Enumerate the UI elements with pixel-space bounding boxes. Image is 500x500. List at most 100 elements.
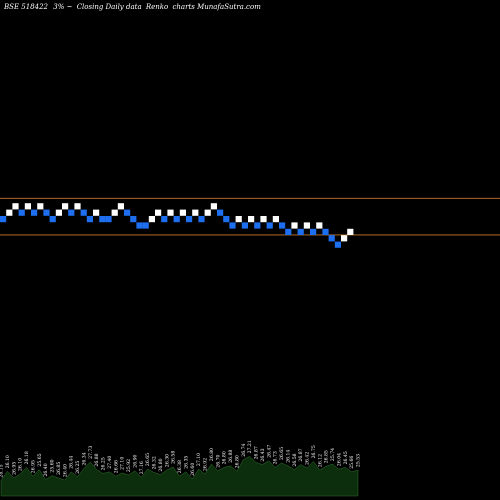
renko-brick-up bbox=[235, 216, 242, 223]
renko-brick-up bbox=[341, 235, 348, 242]
volume-label: 26.40 bbox=[62, 464, 68, 477]
renko-brick-up bbox=[347, 228, 354, 235]
renko-brick-up bbox=[74, 203, 81, 210]
renko-brick-down bbox=[136, 222, 143, 229]
volume-label: 26.38 bbox=[177, 460, 183, 473]
volume-label: 26.42 bbox=[305, 452, 311, 465]
volume-label: 25.66 bbox=[349, 456, 355, 469]
volume-area-shape bbox=[0, 456, 359, 497]
volume-label: 26.34 bbox=[81, 452, 87, 465]
volume-label: 26.04 bbox=[336, 453, 342, 466]
renko-brick-up bbox=[12, 203, 19, 210]
renko-brick-down bbox=[173, 216, 180, 223]
renko-brick-down bbox=[328, 235, 335, 242]
renko-bricks bbox=[0, 203, 354, 248]
volume-label: 26.88 bbox=[94, 453, 100, 466]
renko-brick-down bbox=[223, 216, 230, 223]
header-description: Closing Daily data bbox=[77, 3, 142, 11]
volume-label: 26.58 bbox=[292, 453, 298, 466]
renko-brick-up bbox=[62, 203, 69, 210]
volume-label: 26.80 bbox=[222, 451, 228, 464]
renko-brick-down bbox=[322, 228, 329, 235]
chart-header: BSE 518422 3% ~ Closing Daily data Renko… bbox=[3, 3, 261, 11]
renko-brick-up bbox=[37, 203, 44, 210]
renko-brick-down bbox=[142, 222, 149, 229]
renko-brick-up bbox=[6, 209, 13, 216]
renko-brick-down bbox=[198, 216, 205, 223]
volume-label: 27.73 bbox=[88, 446, 94, 459]
volume-label: 25.74 bbox=[330, 448, 336, 461]
volume-label: 26.14 bbox=[285, 450, 291, 463]
volume-label: 26.10 bbox=[18, 458, 24, 471]
renko-brick-up bbox=[303, 222, 310, 229]
header-symbol: BSE 518422 bbox=[3, 3, 49, 11]
volume-label: 26.32 bbox=[152, 456, 158, 469]
renko-brick-down bbox=[18, 209, 25, 216]
volume-label: 26.90 bbox=[132, 454, 138, 467]
volume-label: 26.45 bbox=[343, 451, 349, 464]
renko-brick-down bbox=[279, 222, 286, 229]
volume-label: 26.58 bbox=[171, 451, 177, 464]
renko-brick-down bbox=[217, 209, 224, 216]
renko-brick-up bbox=[272, 216, 279, 223]
renko-brick-down bbox=[229, 222, 236, 229]
renko-brick-down bbox=[241, 222, 248, 229]
volume-label: 26.87 bbox=[298, 448, 304, 461]
volume-label: 26.85 bbox=[56, 462, 62, 475]
volume-label: 26.66 bbox=[113, 460, 119, 473]
renko-brick-down bbox=[49, 216, 56, 223]
volume-label: 27.16 bbox=[139, 461, 145, 474]
renko-brick-up bbox=[260, 216, 267, 223]
volume-label: 26.74 bbox=[241, 443, 247, 456]
volume-label: 26.73 bbox=[273, 451, 279, 464]
volume-label: 26.47 bbox=[266, 445, 272, 458]
renko-brick-down bbox=[105, 216, 112, 223]
renko-brick-up bbox=[210, 203, 217, 210]
volume-label: 27.21 bbox=[247, 440, 253, 453]
volume-label: 26.65 bbox=[279, 447, 285, 460]
volume-label: 26.95 bbox=[11, 462, 17, 475]
renko-brick-down bbox=[31, 209, 38, 216]
renko-brick-down bbox=[186, 216, 193, 223]
renko-brick-down bbox=[124, 209, 131, 216]
renko-brick-up bbox=[179, 209, 186, 216]
volume-label: 26.80 bbox=[209, 448, 215, 461]
renko-brick-down bbox=[99, 216, 106, 223]
volume-label: 28.15 bbox=[0, 464, 5, 477]
renko-brick-down bbox=[254, 222, 261, 229]
volume-label: 25.53 bbox=[356, 454, 362, 467]
volume-label: 26.80 bbox=[234, 455, 240, 468]
volume-label: 26.35 bbox=[183, 456, 189, 469]
renko-brick-up bbox=[167, 209, 174, 216]
volume-label: 26.87 bbox=[254, 446, 260, 459]
volume-label: 26.44 bbox=[69, 456, 75, 469]
renko-brick-up bbox=[55, 209, 62, 216]
volume-label: 26.30 bbox=[164, 454, 170, 467]
renko-brick-up bbox=[111, 209, 118, 216]
volume-label: 25.60 bbox=[50, 459, 56, 472]
renko-brick-down bbox=[68, 209, 75, 216]
header-chart-kind: Renko bbox=[145, 3, 168, 11]
renko-brick-down bbox=[297, 228, 304, 235]
volume-label: 26.25 bbox=[75, 461, 81, 474]
volume-label: 26.95 bbox=[30, 460, 36, 473]
volume-label: 26.92 bbox=[203, 458, 209, 471]
renko-brick-down bbox=[80, 209, 87, 216]
volume-label: 26.60 bbox=[190, 463, 196, 476]
volume-label: 27.10 bbox=[120, 457, 126, 470]
renko-brick-down bbox=[86, 216, 93, 223]
volume-label: 26.70 bbox=[215, 454, 221, 467]
renko-brick-up bbox=[155, 209, 162, 216]
volume-label: 26.10 bbox=[5, 455, 11, 468]
volume-label: 26.85 bbox=[324, 450, 330, 463]
renko-brick-down bbox=[43, 209, 50, 216]
renko-brick-up bbox=[204, 209, 211, 216]
renko-brick-down bbox=[285, 228, 292, 235]
renko-brick-up bbox=[93, 209, 100, 216]
volume-label: 25.92 bbox=[126, 459, 132, 472]
renko-brick-down bbox=[0, 216, 7, 223]
header-separator: ~ bbox=[67, 3, 73, 11]
